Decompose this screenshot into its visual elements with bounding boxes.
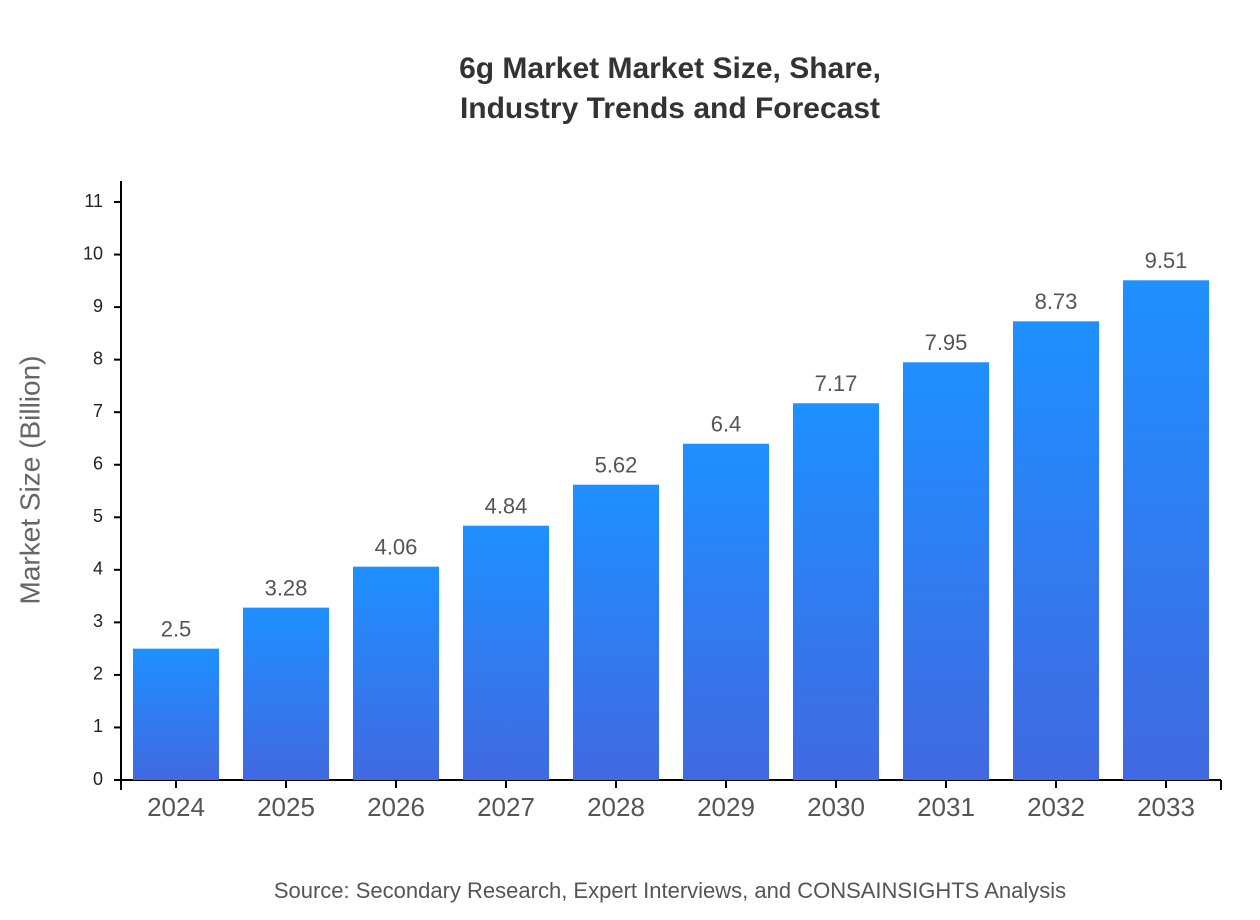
y-tick-label: 7 — [93, 401, 103, 421]
bar — [133, 648, 219, 780]
bar — [1013, 321, 1099, 780]
bar — [573, 484, 659, 780]
x-tick-label: 2024 — [147, 792, 205, 822]
x-tick-label: 2032 — [1027, 792, 1085, 822]
chart-title: Industry Trends and Forecast — [460, 92, 880, 125]
y-tick-label: 0 — [93, 769, 103, 789]
x-tick-label: 2027 — [477, 792, 535, 822]
bar — [683, 443, 769, 780]
value-label: 7.17 — [815, 371, 858, 396]
y-tick-label: 5 — [93, 506, 103, 526]
x-tick-label: 2030 — [807, 792, 865, 822]
x-tick-label: 2029 — [697, 792, 755, 822]
bar — [353, 566, 439, 780]
bar — [243, 607, 329, 780]
y-tick-label: 2 — [93, 664, 103, 684]
y-tick-label: 3 — [93, 611, 103, 631]
x-tick-label: 2028 — [587, 792, 645, 822]
y-tick-label: 6 — [93, 453, 103, 473]
bar — [1123, 280, 1209, 780]
y-tick-label: 11 — [84, 191, 103, 211]
source-note: Source: Secondary Research, Expert Inter… — [274, 878, 1066, 903]
chart-title: 6g Market Market Size, Share, — [459, 52, 881, 85]
value-label: 2.5 — [161, 616, 192, 641]
value-label: 4.84 — [485, 494, 528, 519]
value-label: 4.06 — [375, 534, 418, 559]
value-label: 7.95 — [925, 330, 968, 355]
x-tick-label: 2033 — [1137, 792, 1195, 822]
value-label: 5.62 — [595, 453, 638, 478]
bar — [903, 362, 989, 780]
y-tick-label: 1 — [93, 716, 103, 736]
y-tick-label: 8 — [93, 348, 103, 368]
y-tick-label: 4 — [93, 559, 103, 579]
value-label: 9.51 — [1145, 248, 1188, 273]
x-tick-label: 2025 — [257, 792, 315, 822]
y-tick-label: 10 — [83, 243, 103, 263]
x-tick-label: 2031 — [917, 792, 975, 822]
x-tick-label: 2026 — [367, 792, 425, 822]
value-label: 3.28 — [265, 575, 308, 600]
bar — [793, 403, 879, 780]
y-axis-label: Market Size (Billion) — [14, 356, 45, 605]
bar — [463, 525, 549, 780]
y-tick-label: 9 — [93, 296, 103, 316]
value-label: 8.73 — [1035, 289, 1078, 314]
value-label: 6.4 — [711, 412, 742, 437]
